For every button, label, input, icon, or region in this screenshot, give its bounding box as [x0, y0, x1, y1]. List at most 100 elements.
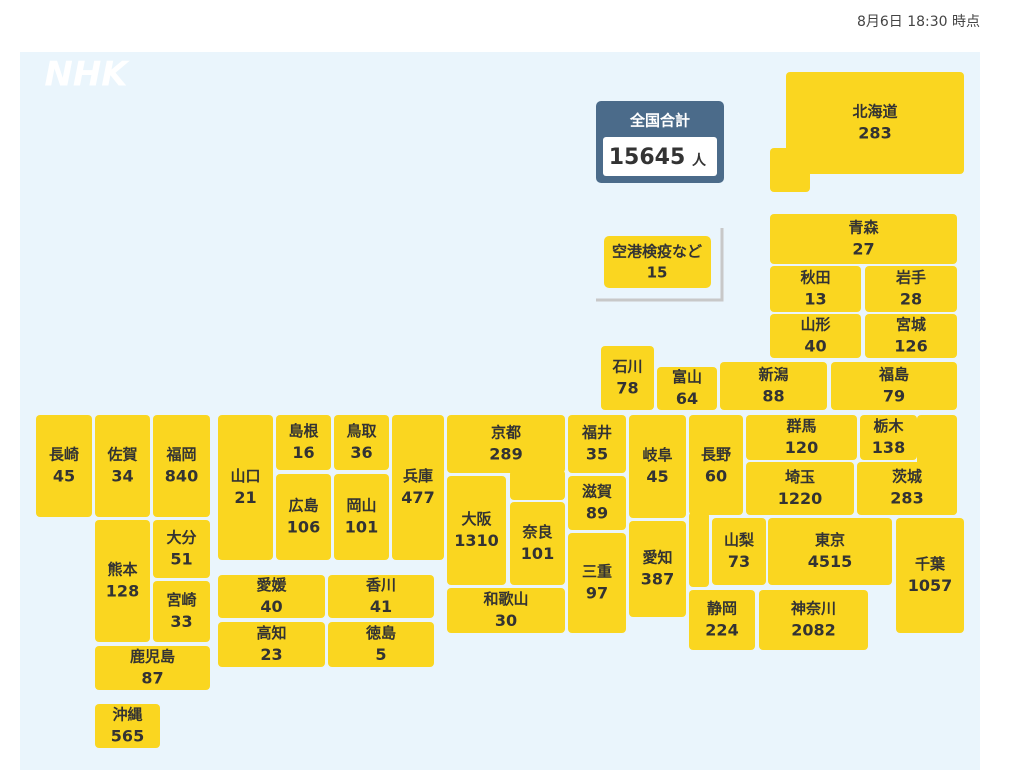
- prefecture-tile: [689, 590, 755, 650]
- prefecture-tile: [568, 533, 626, 633]
- prefecture-tiles: 北海道 283 青森 27 秋田 13 岩手 28 山形 40 宮城 126 石川 78 富山 64 新潟 88 福…: [36, 72, 964, 748]
- prefecture-count: 27: [852, 240, 874, 259]
- prefecture-name: 埼玉: [785, 468, 815, 486]
- prefecture-name: 岩手: [895, 269, 926, 287]
- prefecture-count: 34: [111, 467, 133, 486]
- prefecture-count: 45: [53, 467, 75, 486]
- prefecture-name: 青森: [848, 219, 879, 237]
- prefecture-tile: [95, 520, 150, 642]
- prefecture-count: 73: [728, 552, 750, 571]
- prefecture-name: 鹿児島: [130, 648, 175, 666]
- prefecture-tile: [153, 520, 210, 578]
- prefecture-count: 64: [676, 389, 698, 408]
- prefecture-tile: [720, 362, 827, 410]
- airport-shadow: [596, 228, 724, 302]
- prefecture-name: 兵庫: [403, 467, 433, 485]
- prefecture-name: 富山: [672, 368, 702, 386]
- prefecture-tile: [712, 518, 766, 585]
- prefecture-tile: [510, 470, 565, 500]
- prefecture-tile: [334, 415, 389, 470]
- prefecture-name: 東京: [815, 531, 845, 549]
- prefecture-name: 千葉: [915, 555, 946, 573]
- prefecture-tile: [831, 362, 957, 410]
- prefecture-tile: [218, 415, 273, 560]
- prefecture-tile: [865, 314, 957, 358]
- prefecture-count: 1057: [908, 576, 953, 595]
- prefecture-count: 138: [872, 438, 905, 457]
- prefecture-count: 88: [762, 387, 784, 406]
- prefecture-name: 京都: [491, 424, 521, 442]
- prefecture-name: 三重: [582, 563, 612, 581]
- prefecture-tile: [896, 518, 964, 633]
- prefecture-tile: [746, 415, 857, 460]
- prefecture-tile: [857, 462, 957, 515]
- prefecture-name: 滋賀: [582, 483, 612, 501]
- prefecture-name: 大分: [166, 529, 196, 547]
- prefecture-tile: [218, 575, 325, 618]
- prefecture-tile: [689, 415, 743, 515]
- prefecture-count: 40: [260, 597, 282, 616]
- total-value: 15645: [609, 145, 686, 170]
- prefecture-name: 高知: [256, 624, 286, 642]
- prefecture-name: 茨城: [892, 468, 922, 486]
- prefecture-tile: [276, 474, 331, 560]
- prefecture-name: 長崎: [49, 446, 79, 464]
- prefecture-count: 283: [858, 124, 891, 143]
- prefecture-tile: [447, 588, 565, 633]
- prefecture-count: 87: [141, 669, 163, 688]
- prefecture-count: 16: [292, 443, 314, 462]
- prefecture-tile: [392, 415, 444, 560]
- prefecture-count: 128: [106, 582, 139, 601]
- prefecture-tile: [510, 502, 565, 585]
- prefecture-count: 36: [350, 443, 372, 462]
- prefecture-tile: [153, 415, 210, 517]
- prefecture-count: 840: [165, 467, 198, 486]
- timestamp: 8月6日 18:30 時点: [857, 14, 980, 30]
- prefecture-name: 静岡: [707, 600, 737, 618]
- airport-tile: [604, 236, 711, 288]
- prefecture-count: 283: [890, 489, 923, 508]
- prefecture-name: 岐阜: [642, 446, 672, 464]
- prefecture-count: 1310: [454, 531, 499, 550]
- prefecture-tile: [865, 266, 957, 312]
- prefecture-name: 大阪: [461, 510, 492, 528]
- prefecture-name: 山形: [800, 316, 830, 334]
- total-unit: 人: [692, 152, 707, 169]
- prefecture-name: 香川: [366, 576, 396, 594]
- prefecture-count: 2082: [791, 621, 836, 640]
- prefecture-count: 120: [785, 438, 818, 457]
- prefecture-count: 5: [375, 645, 386, 664]
- prefecture-name: 山口: [230, 467, 260, 485]
- prefecture-tile: [568, 415, 626, 473]
- prefecture-count: 23: [260, 645, 282, 664]
- prefecture-tile: [759, 590, 868, 650]
- prefecture-name: 福岡: [165, 446, 196, 464]
- prefecture-tile: [328, 575, 434, 618]
- prefecture-tile: [629, 521, 686, 617]
- prefecture-tile: [601, 346, 654, 410]
- prefecture-tile: [334, 474, 389, 560]
- prefecture-name: 岡山: [346, 497, 376, 515]
- prefecture-count: 35: [586, 445, 608, 464]
- prefecture-count: 106: [287, 518, 320, 537]
- prefecture-tile: [153, 581, 210, 642]
- logo: NHK: [44, 55, 130, 95]
- prefecture-count: 78: [616, 379, 638, 398]
- prefecture-name: 福島: [878, 366, 909, 384]
- prefecture-tile: [770, 314, 861, 358]
- prefecture-name: 長野: [701, 446, 731, 464]
- prefecture-name: 石川: [611, 358, 642, 376]
- prefecture-name: 神奈川: [791, 600, 836, 618]
- prefecture-tile: [770, 148, 810, 192]
- prefecture-count: 97: [586, 584, 608, 603]
- prefecture-tile: [786, 72, 964, 174]
- prefecture-tile: [95, 704, 160, 748]
- prefecture-name: 熊本: [107, 561, 137, 579]
- prefecture-tile: [657, 367, 717, 410]
- prefecture-tile: [218, 622, 325, 667]
- prefecture-count: 51: [170, 550, 192, 569]
- prefecture-tile: [447, 415, 565, 473]
- prefecture-count: 28: [900, 290, 922, 309]
- airport-count: 15: [647, 264, 668, 282]
- prefecture-count: 387: [641, 570, 674, 589]
